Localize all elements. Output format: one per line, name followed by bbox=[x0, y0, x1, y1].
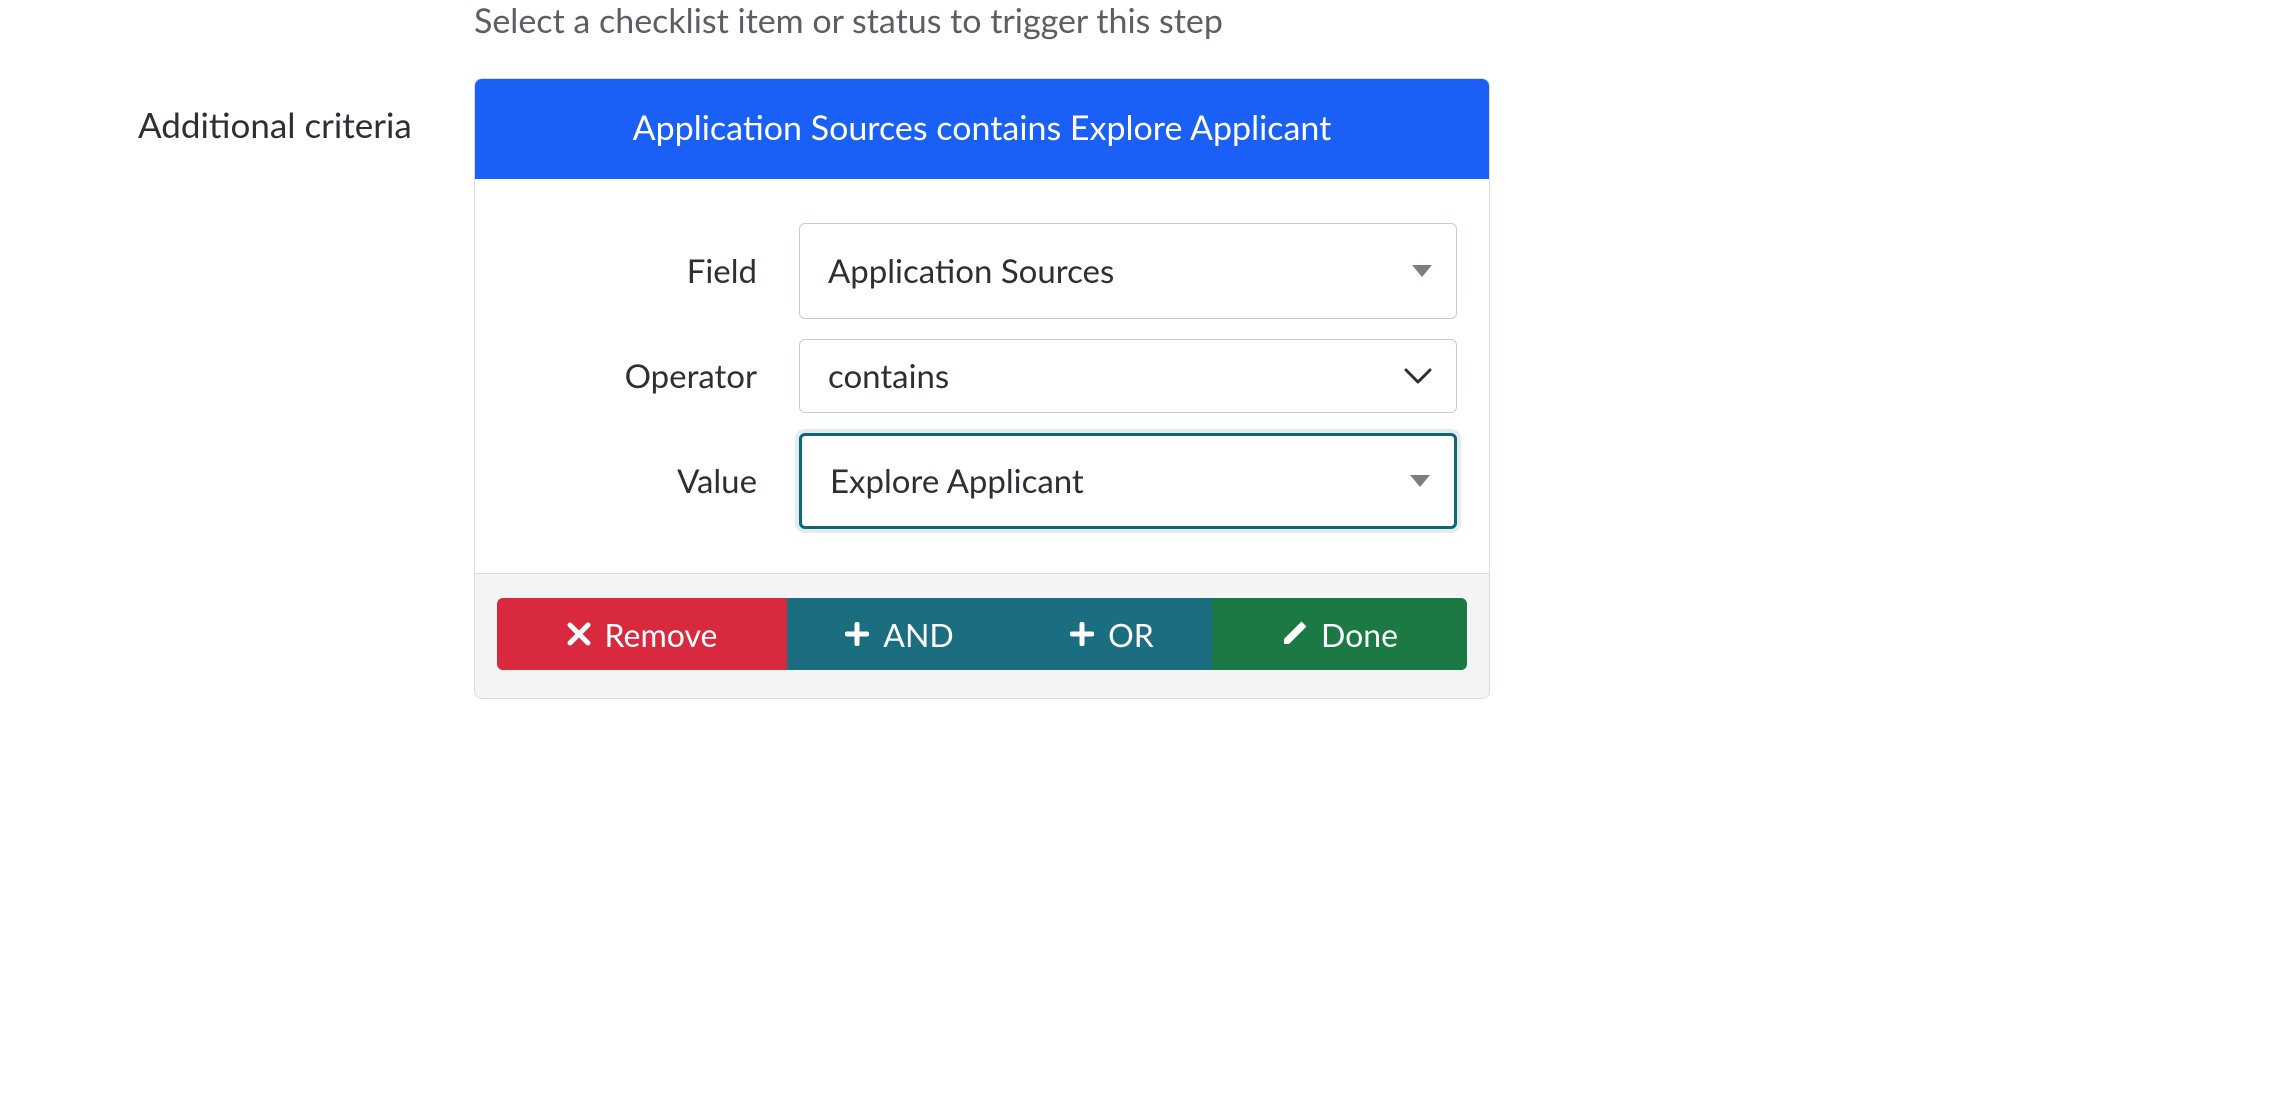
or-button[interactable]: OR bbox=[1012, 598, 1212, 670]
value-row: Value Explore Applicant bbox=[507, 433, 1457, 529]
value-select-value: Explore Applicant bbox=[830, 461, 1084, 501]
pencil-icon bbox=[1281, 621, 1307, 647]
field-select-value: Application Sources bbox=[828, 251, 1114, 291]
chevron-down-icon bbox=[1404, 368, 1432, 384]
and-button[interactable]: AND bbox=[787, 598, 1012, 670]
criteria-summary-header[interactable]: Application Sources contains Explore App… bbox=[475, 79, 1489, 179]
and-button-label: AND bbox=[883, 615, 953, 654]
additional-criteria-label: Additional criteria bbox=[138, 104, 412, 146]
criteria-form: Field Application Sources Operator bbox=[475, 179, 1489, 573]
value-label: Value bbox=[507, 461, 757, 501]
done-button-label: Done bbox=[1321, 615, 1398, 654]
field-label: Field bbox=[507, 251, 757, 291]
criteria-footer: Remove AND bbox=[475, 573, 1489, 698]
done-button[interactable]: Done bbox=[1212, 598, 1467, 670]
value-control: Explore Applicant bbox=[799, 433, 1457, 529]
field-select[interactable]: Application Sources bbox=[799, 223, 1457, 319]
operator-control: contains bbox=[799, 339, 1457, 413]
field-control: Application Sources bbox=[799, 223, 1457, 319]
operator-select-value: contains bbox=[828, 356, 949, 396]
close-icon bbox=[567, 622, 591, 646]
operator-label: Operator bbox=[507, 356, 757, 396]
criteria-panel: Application Sources contains Explore App… bbox=[474, 78, 1490, 699]
plus-icon bbox=[1070, 622, 1094, 646]
plus-icon bbox=[845, 622, 869, 646]
intro-text: Select a checklist item or status to tri… bbox=[474, 0, 1223, 41]
criteria-editor: Select a checklist item or status to tri… bbox=[0, 0, 2284, 1100]
remove-button-label: Remove bbox=[605, 615, 718, 654]
operator-select[interactable]: contains bbox=[799, 339, 1457, 413]
value-select[interactable]: Explore Applicant bbox=[799, 433, 1457, 529]
caret-down-icon bbox=[1410, 475, 1430, 487]
field-row: Field Application Sources bbox=[507, 223, 1457, 319]
remove-button[interactable]: Remove bbox=[497, 598, 787, 670]
caret-down-icon bbox=[1412, 265, 1432, 277]
or-button-label: OR bbox=[1108, 615, 1154, 654]
operator-row: Operator contains bbox=[507, 339, 1457, 413]
button-row: Remove AND bbox=[497, 598, 1467, 670]
